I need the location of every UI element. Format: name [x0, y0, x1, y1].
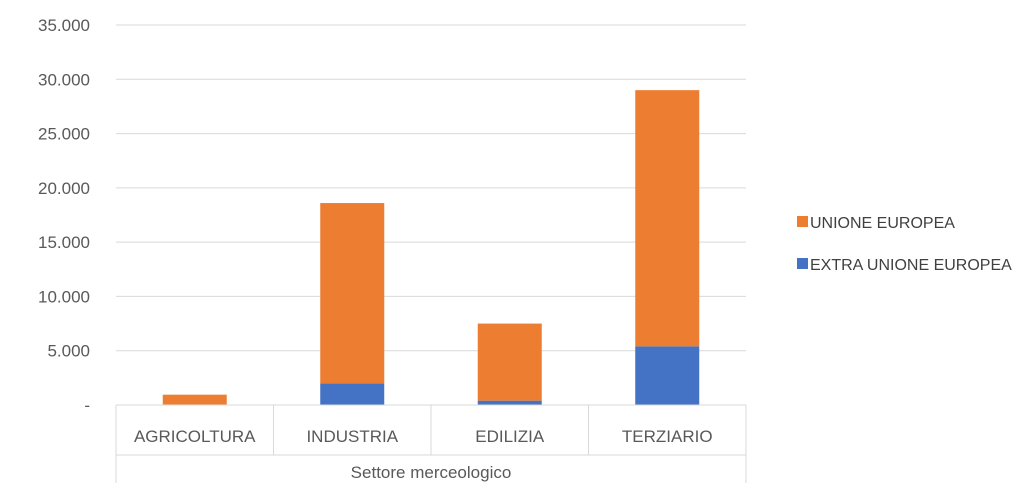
y-tick-label: -	[84, 396, 90, 415]
y-tick-label: 30.000	[38, 70, 90, 89]
gridlines	[116, 24, 746, 352]
y-tick-label: 35.000	[38, 16, 90, 35]
y-tick-label: 10.000	[38, 287, 90, 306]
legend-swatch	[797, 216, 808, 227]
x-tick-label: TERZIARIO	[622, 427, 713, 446]
legend-swatch	[797, 258, 808, 269]
bar-segment	[320, 203, 385, 384]
bar-segment	[635, 90, 700, 347]
x-tick-label: INDUSTRIA	[306, 427, 398, 446]
y-tick-label: 20.000	[38, 179, 90, 198]
y-axis-ticks: - 5.000 10.000 15.000 20.000 25.000 30.000 35.0…	[38, 16, 90, 415]
legend: UNIONE EUROPEA EXTRA UNIONE EUROPEA	[797, 215, 1012, 274]
bar-segment	[477, 323, 542, 401]
bar-segment	[477, 400, 542, 405]
x-tick-label: EDILIZIA	[475, 427, 545, 446]
bars	[162, 90, 700, 405]
legend-label: EXTRA UNIONE EUROPEA	[810, 257, 1012, 274]
legend-label: UNIONE EUROPEA	[810, 215, 955, 232]
x-tick-label: AGRICOLTURA	[134, 427, 256, 446]
x-axis-title: Settore merceologico	[351, 463, 512, 482]
bar-segment	[320, 383, 385, 405]
x-axis: AGRICOLTURA INDUSTRIA EDILIZIA TERZIARIO	[115, 404, 747, 483]
bar-segment	[162, 394, 227, 405]
y-tick-label: 25.000	[38, 125, 90, 144]
bar-segment	[635, 346, 700, 405]
y-tick-label: 5.000	[47, 342, 90, 361]
y-tick-label: 15.000	[38, 233, 90, 252]
